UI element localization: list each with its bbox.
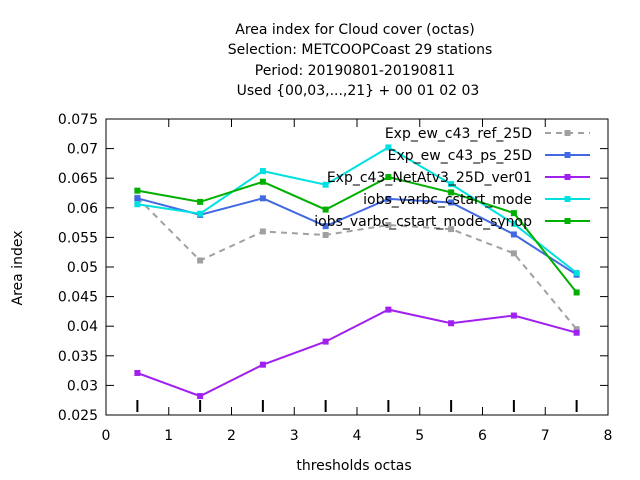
data-point bbox=[510, 210, 517, 217]
x-axis-label: thresholds octas bbox=[296, 458, 411, 474]
data-point bbox=[134, 369, 141, 376]
series-2 bbox=[134, 306, 580, 400]
x-tick-label: 8 bbox=[604, 428, 613, 444]
y-tick-label: 0.025 bbox=[58, 408, 98, 424]
data-point bbox=[197, 198, 204, 205]
series-line bbox=[136, 196, 578, 330]
x-tick-label: 1 bbox=[164, 428, 173, 444]
data-point bbox=[134, 187, 141, 194]
legend-marker bbox=[564, 152, 571, 158]
data-point bbox=[197, 393, 204, 400]
x-tick-label: 6 bbox=[478, 428, 487, 444]
data-point bbox=[385, 195, 392, 202]
y-tick-label: 0.055 bbox=[58, 230, 98, 246]
data-point bbox=[573, 326, 580, 333]
data-point bbox=[259, 361, 266, 368]
data-point bbox=[573, 269, 580, 276]
series-line bbox=[137, 175, 578, 294]
y-tick-label: 0.065 bbox=[58, 171, 98, 187]
data-point bbox=[573, 329, 580, 336]
series-4 bbox=[134, 174, 580, 296]
data-point bbox=[134, 201, 141, 208]
legend-label: iobs_varbc_cstart_mode_synop bbox=[314, 214, 532, 230]
x-tick-label: 3 bbox=[290, 428, 299, 444]
legend-marker bbox=[564, 130, 571, 136]
y-tick-label: 0.05 bbox=[67, 260, 98, 276]
x-tick-label: 0 bbox=[102, 428, 111, 444]
data-point bbox=[259, 178, 266, 185]
data-point bbox=[197, 210, 204, 217]
data-point bbox=[259, 168, 266, 175]
axis-ticks: 0.025 0.03 0.035 0.04 0.045 0.05 0.055 0.06 0.06… bbox=[58, 112, 613, 444]
x-tick-label: 2 bbox=[227, 428, 236, 444]
data-point bbox=[448, 181, 455, 188]
title-line-1: Area index for Cloud cover (octas) bbox=[235, 22, 474, 38]
data-point bbox=[322, 232, 329, 239]
data-point bbox=[197, 257, 204, 264]
y-axis-label: Area index bbox=[10, 231, 26, 306]
data-point bbox=[448, 320, 455, 327]
legend-label: iobs_varbc_cstart_mode bbox=[363, 192, 532, 208]
legend-label: Exp_ew_c43_ps_25D bbox=[388, 148, 532, 164]
data-point bbox=[322, 338, 329, 345]
legend-marker bbox=[564, 218, 571, 224]
legend-marker bbox=[564, 174, 571, 180]
data-point bbox=[510, 220, 517, 227]
x-tick-label: 5 bbox=[415, 428, 424, 444]
title-line-4: Used {00,03,...,21} + 00 01 02 03 bbox=[237, 83, 480, 99]
y-tick-label: 0.075 bbox=[58, 112, 98, 128]
series-line bbox=[137, 146, 578, 274]
chart-title: Area index for Cloud cover (octas) Selec… bbox=[228, 22, 493, 99]
x-tick-label: 7 bbox=[541, 428, 550, 444]
plot-frame bbox=[105, 118, 609, 416]
data-point bbox=[385, 221, 392, 228]
series-line bbox=[137, 197, 578, 276]
data-point bbox=[510, 312, 517, 319]
title-line-2: Selection: METCOOPCoast 29 stations bbox=[228, 42, 493, 58]
data-point bbox=[259, 228, 266, 235]
legend-marker bbox=[564, 196, 571, 202]
data-point bbox=[448, 226, 455, 233]
data-point bbox=[385, 306, 392, 313]
data-point bbox=[259, 195, 266, 202]
data-point bbox=[385, 144, 392, 151]
data-point bbox=[510, 250, 517, 257]
legend: Exp_ew_c43_ref_25D Exp_ew_c43_ps_25D Exp_c… bbox=[314, 126, 590, 230]
legend-label: Exp_c43_NetAtv3_25D_ver01 bbox=[327, 170, 532, 186]
data-point bbox=[573, 289, 580, 296]
y-tick-label: 0.07 bbox=[67, 142, 98, 158]
series-lines bbox=[134, 144, 580, 400]
data-point bbox=[448, 189, 455, 196]
series-3 bbox=[134, 144, 580, 276]
y-tick-label: 0.04 bbox=[67, 319, 98, 335]
series-line bbox=[137, 308, 577, 398]
data-point bbox=[322, 206, 329, 213]
data-point bbox=[134, 195, 141, 202]
x-tick-label: 4 bbox=[353, 428, 362, 444]
legend-label: Exp_ew_c43_ref_25D bbox=[385, 126, 532, 142]
y-tick-label: 0.06 bbox=[67, 201, 98, 217]
y-tick-label: 0.03 bbox=[67, 378, 98, 394]
data-point bbox=[448, 199, 455, 206]
data-point bbox=[510, 231, 517, 238]
data-point bbox=[385, 174, 392, 181]
y-tick-label: 0.035 bbox=[58, 349, 98, 365]
data-point bbox=[322, 223, 329, 230]
y-tick-label: 0.045 bbox=[58, 290, 98, 306]
title-line-3: Period: 20190801-20190811 bbox=[255, 63, 455, 79]
data-point bbox=[322, 181, 329, 188]
